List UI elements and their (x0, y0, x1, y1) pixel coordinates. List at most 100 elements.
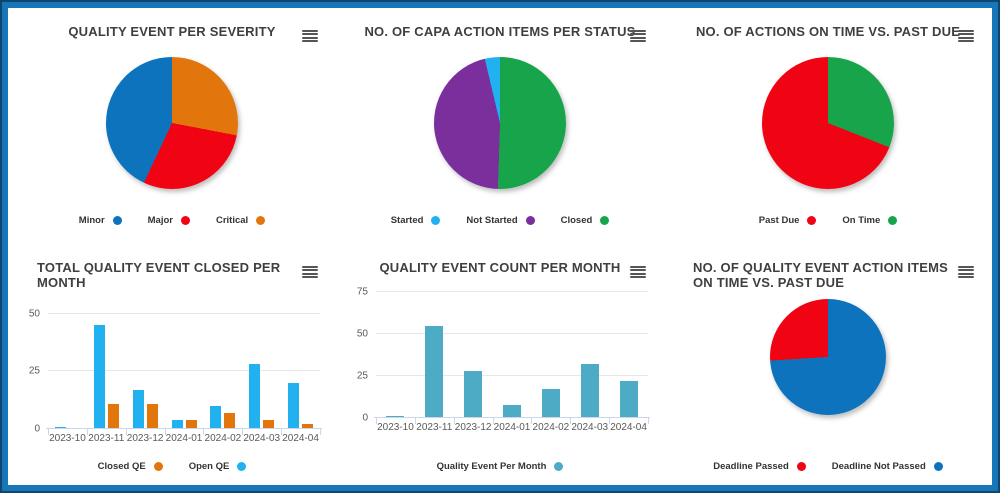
pie-chart-area (664, 57, 992, 189)
category-group (570, 287, 609, 418)
x-axis-tick (648, 418, 649, 424)
chart-context-menu-button[interactable] (630, 27, 646, 45)
x-axis-tick (320, 429, 321, 435)
chart-context-menu-button[interactable] (302, 27, 318, 45)
category-group (376, 287, 415, 418)
x-axis-tick (125, 429, 127, 435)
y-axis-label: 75 (356, 286, 368, 298)
x-axis-tick (531, 418, 533, 424)
x-axis-tick (492, 418, 494, 424)
legend-item[interactable]: Quality Event Per Month (437, 461, 564, 472)
bar[interactable] (464, 370, 483, 418)
gridline (376, 375, 648, 377)
x-axis-label: 2024-04 (610, 422, 647, 433)
category-group (87, 302, 126, 429)
chart-header: NO. OF QUALITY EVENT ACTION ITEMS ON TIM… (664, 260, 992, 290)
category-group (126, 302, 165, 429)
legend-label: Deadline Not Passed (831, 461, 926, 472)
legend-item[interactable]: Minor (79, 215, 122, 226)
bar[interactable] (249, 364, 261, 429)
x-axis-tick (203, 429, 205, 435)
legend-label: Past Due (758, 215, 800, 226)
x-axis-label: 2024-03 (243, 433, 281, 444)
legend-item[interactable]: Deadline Passed (713, 461, 806, 472)
bar[interactable] (171, 419, 183, 429)
legend-marker-icon (112, 216, 122, 225)
bar[interactable] (541, 389, 560, 418)
bar-groups (376, 287, 648, 418)
chart-context-menu-button[interactable] (958, 263, 974, 281)
pie-chart[interactable] (106, 57, 238, 189)
x-axis-tick (164, 429, 166, 435)
gridline (376, 291, 648, 293)
bar[interactable] (224, 412, 236, 429)
chart-context-menu-button[interactable] (958, 27, 974, 45)
legend-item[interactable]: Not Started (466, 215, 535, 226)
pie-chart-area (8, 57, 336, 189)
pie-chart[interactable] (434, 57, 566, 189)
category-group (203, 302, 242, 429)
category-group (242, 302, 281, 429)
charts-grid: QUALITY EVENT PER SEVERITY Minor Major Cri… (8, 8, 992, 485)
bar[interactable] (132, 389, 144, 429)
bar[interactable] (146, 403, 158, 429)
category-group (531, 287, 570, 418)
legend-item[interactable]: Started (391, 215, 441, 226)
chart-legend: Deadline Passed Deadline Not Passed (664, 461, 992, 472)
x-axis-labels: 2023-10 2023-11 2023-12 2024-01 2024-02 2024-… (48, 433, 320, 444)
legend-item[interactable]: Past Due (759, 215, 817, 226)
legend-marker-icon (554, 462, 564, 471)
x-axis-label: 2024-01 (165, 433, 203, 444)
bar[interactable] (288, 382, 300, 429)
x-axis-label: 2024-03 (571, 422, 609, 433)
bar[interactable] (580, 364, 599, 418)
x-axis-label: 2023-11 (88, 433, 125, 444)
legend-marker-icon (237, 462, 247, 471)
legend-item[interactable]: Closed (561, 215, 610, 226)
chart-header: QUALITY EVENT COUNT PER MONTH (336, 260, 664, 278)
bar[interactable] (210, 405, 222, 429)
x-axis-labels: 2023-10 2023-11 2023-12 2024-01 2024-02 2024-… (376, 422, 648, 433)
pie-chart[interactable] (770, 299, 886, 415)
bar[interactable] (185, 419, 197, 429)
legend-item[interactable]: Major (148, 215, 190, 226)
legend-label: Major (147, 215, 173, 226)
category-group (281, 302, 320, 429)
bar[interactable] (503, 404, 521, 418)
bar-groups (48, 302, 320, 429)
x-axis-tick (570, 418, 572, 424)
bar[interactable] (425, 325, 444, 418)
category-group (609, 287, 648, 418)
chart-context-menu-button[interactable] (630, 263, 646, 281)
legend-label: Minor (78, 215, 105, 226)
pie-chart[interactable] (762, 57, 894, 189)
bar[interactable] (619, 381, 638, 418)
panel-quality-event-count-per-month: QUALITY EVENT COUNT PER MONTH 0 25 50 75 202… (336, 244, 664, 485)
legend-item[interactable]: Deadline Not Passed (832, 461, 943, 472)
bar-chart: 0 25 50 2023-10 2023-11 2023-12 2024-01 2024-02… (29, 302, 322, 444)
chart-context-menu-button[interactable] (302, 263, 318, 281)
bar[interactable] (263, 419, 275, 429)
bar[interactable] (54, 426, 66, 429)
bar[interactable] (302, 424, 314, 429)
y-axis-label: 0 (34, 423, 40, 435)
x-axis-tick (376, 418, 377, 424)
legend-item[interactable]: Closed QE (98, 461, 163, 472)
x-axis-line (374, 417, 650, 418)
gridline (48, 312, 320, 314)
legend-item[interactable]: On Time (842, 215, 898, 226)
bar[interactable] (107, 403, 119, 429)
legend-label: Open QE (188, 461, 230, 472)
bar[interactable] (93, 325, 105, 429)
legend-item[interactable]: Critical (216, 215, 266, 226)
gridline (48, 370, 320, 372)
chart-title: NO. OF CAPA ACTION ITEMS PER STATUS (364, 24, 636, 39)
category-group (165, 302, 204, 429)
legend-item[interactable]: Open QE (189, 461, 247, 472)
chart-title: NO. OF ACTIONS ON TIME VS. PAST DUE (695, 24, 961, 39)
legend-marker-icon (796, 462, 806, 471)
chart-title: NO. OF QUALITY EVENT ACTION ITEMS ON TIM… (693, 260, 949, 290)
legend-marker-icon (933, 462, 943, 471)
